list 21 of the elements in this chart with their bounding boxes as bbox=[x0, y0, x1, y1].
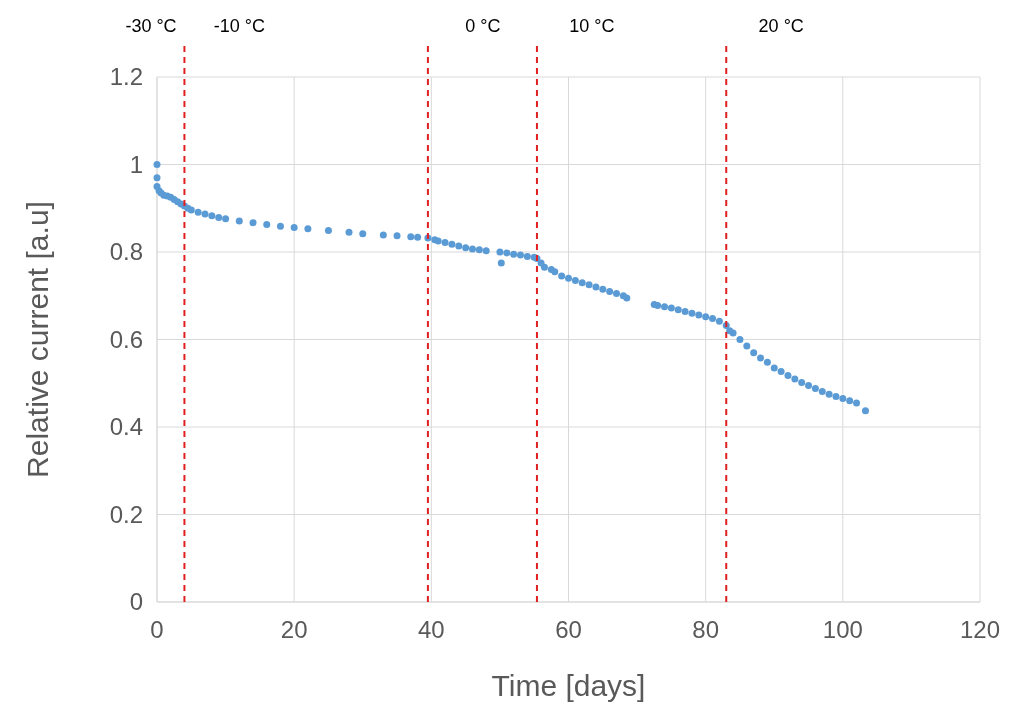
x-axis-title: Time [days] bbox=[491, 669, 646, 702]
y-axis-title: Relative current [a.u] bbox=[21, 201, 54, 478]
x-tick-label: 60 bbox=[555, 616, 582, 643]
x-tick-label: 0 bbox=[150, 616, 164, 643]
x-tick-label: 120 bbox=[959, 616, 1001, 643]
y-tick-label: 0.6 bbox=[109, 325, 143, 353]
y-tick-label: 0.2 bbox=[109, 500, 143, 528]
x-tick-label: 20 bbox=[280, 616, 308, 643]
y-tick-label: 0 bbox=[129, 588, 143, 616]
x-tick-label: 80 bbox=[692, 616, 720, 643]
text: -30 °C bbox=[125, 16, 177, 36]
y-tick-label: 0.8 bbox=[109, 238, 143, 266]
y-tick-label: 1 bbox=[129, 150, 143, 178]
ref-line-label: 10 °C bbox=[569, 16, 615, 36]
ref-line-label: -10 °C bbox=[213, 16, 266, 36]
ref-line-label: 0 °C bbox=[465, 16, 501, 36]
x-tick-label: 100 bbox=[822, 616, 863, 643]
ref-line-label: 20 °C bbox=[758, 16, 804, 36]
x-tick-label: 40 bbox=[417, 616, 445, 643]
y-tick-label: 1.2 bbox=[109, 63, 143, 91]
y-tick-label: 0.4 bbox=[109, 413, 143, 441]
